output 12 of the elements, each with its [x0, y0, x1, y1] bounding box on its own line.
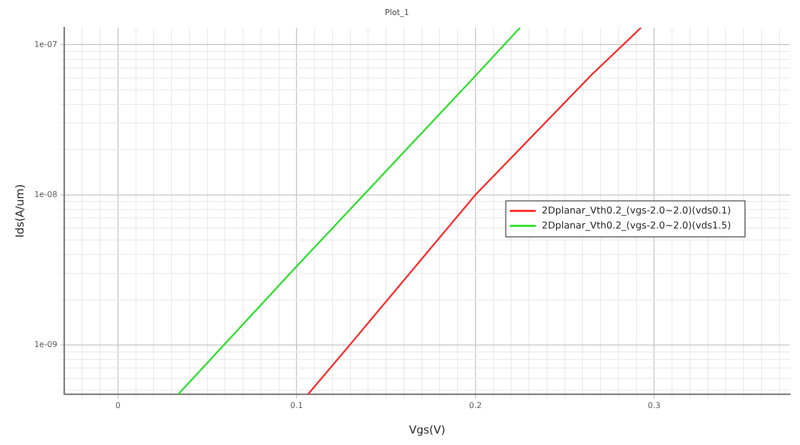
x-tick-label: 0.1: [290, 401, 304, 410]
x-axis-title: Vgs(V): [408, 423, 446, 436]
y-axis-title: Ids(A/um): [13, 184, 26, 238]
y-tick-label: 1e-08: [34, 190, 58, 199]
x-tick-label: 0: [115, 401, 120, 410]
legend-label: 2Dplanar_Vth0.2_(vgs-2.0~2.0)(vds0.1): [542, 205, 732, 216]
y-tick-label: 1e-09: [34, 340, 58, 350]
x-tick-label: 0.2: [469, 401, 482, 410]
legend-label: 2Dplanar_Vth0.2_(vgs-2.0~2.0)(vds1.5): [542, 220, 732, 232]
chart-title: Plot_1: [384, 8, 410, 17]
x-tick-label: 0.3: [648, 401, 661, 410]
y-tick-label: 1e-07: [34, 40, 58, 49]
